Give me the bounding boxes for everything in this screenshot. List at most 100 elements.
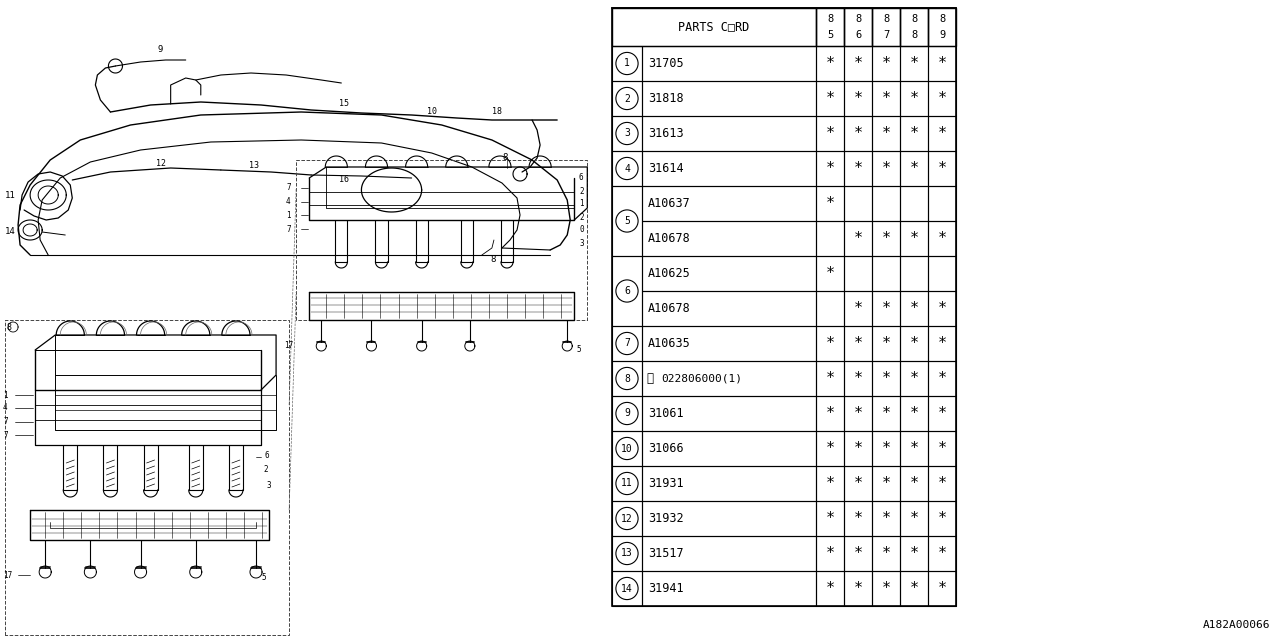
Text: *: * — [937, 546, 947, 561]
Text: 16: 16 — [339, 175, 349, 184]
Bar — [872, 81, 900, 116]
Text: *: * — [882, 231, 891, 246]
Text: 7: 7 — [625, 339, 630, 349]
Text: *: * — [882, 126, 891, 141]
Text: A10678: A10678 — [648, 302, 691, 315]
Text: 5: 5 — [827, 30, 833, 40]
Text: *: * — [854, 581, 863, 596]
Text: 31931: 31931 — [648, 477, 684, 490]
Text: 6: 6 — [264, 451, 269, 460]
Text: 8: 8 — [883, 13, 890, 24]
Text: A182A00066: A182A00066 — [1202, 620, 1270, 630]
Text: 5: 5 — [625, 216, 630, 226]
Bar — [872, 431, 900, 466]
Text: *: * — [882, 371, 891, 386]
Text: 8: 8 — [6, 323, 12, 333]
Text: *: * — [909, 581, 919, 596]
Bar — [817, 361, 844, 396]
Bar — [928, 361, 956, 396]
Bar — [844, 256, 872, 291]
Text: 13: 13 — [621, 548, 632, 559]
Text: *: * — [854, 441, 863, 456]
Text: *: * — [937, 581, 947, 596]
Bar — [928, 501, 956, 536]
Text: *: * — [909, 371, 919, 386]
Bar — [872, 536, 900, 571]
Text: *: * — [909, 231, 919, 246]
Text: *: * — [909, 161, 919, 176]
Bar — [900, 151, 928, 186]
Text: 4: 4 — [625, 163, 630, 173]
Bar — [900, 536, 928, 571]
Bar — [844, 571, 872, 606]
Bar — [844, 326, 872, 361]
Text: *: * — [937, 301, 947, 316]
Bar — [900, 221, 928, 256]
Bar — [817, 221, 844, 256]
Text: *: * — [882, 511, 891, 526]
Bar — [643, 116, 817, 151]
Text: *: * — [937, 406, 947, 421]
Bar — [612, 326, 643, 361]
Text: A10635: A10635 — [648, 337, 691, 350]
Text: *: * — [854, 301, 863, 316]
Text: *: * — [826, 581, 835, 596]
Bar — [928, 256, 956, 291]
Text: *: * — [937, 126, 947, 141]
Bar — [928, 8, 956, 46]
Text: 7: 7 — [287, 184, 291, 193]
Text: 13: 13 — [250, 161, 259, 170]
Bar — [612, 8, 956, 606]
Text: 31705: 31705 — [648, 57, 684, 70]
Text: *: * — [937, 161, 947, 176]
Text: *: * — [937, 441, 947, 456]
Bar — [817, 46, 844, 81]
Text: 9: 9 — [938, 30, 945, 40]
Text: *: * — [826, 336, 835, 351]
Text: 0: 0 — [580, 225, 584, 234]
Bar — [928, 326, 956, 361]
Bar — [817, 571, 844, 606]
Bar — [612, 116, 643, 151]
Text: 2: 2 — [625, 93, 630, 104]
Text: 8: 8 — [911, 30, 918, 40]
Text: *: * — [854, 126, 863, 141]
Bar — [928, 536, 956, 571]
Bar — [612, 8, 817, 46]
Text: 1: 1 — [625, 58, 630, 68]
Text: *: * — [826, 196, 835, 211]
Text: *: * — [826, 91, 835, 106]
Bar — [612, 466, 643, 501]
Text: 18: 18 — [492, 108, 502, 116]
Text: 8: 8 — [490, 255, 495, 264]
Bar — [817, 466, 844, 501]
Text: 8: 8 — [827, 13, 833, 24]
Bar — [872, 46, 900, 81]
Text: *: * — [882, 91, 891, 106]
Text: *: * — [826, 406, 835, 421]
Text: 14: 14 — [5, 227, 15, 237]
Text: *: * — [909, 476, 919, 491]
Text: 3: 3 — [580, 239, 584, 248]
Bar — [844, 396, 872, 431]
Bar — [817, 116, 844, 151]
Text: 7: 7 — [3, 417, 8, 426]
Text: 3: 3 — [625, 129, 630, 138]
Text: *: * — [826, 511, 835, 526]
Bar — [900, 291, 928, 326]
Text: 31818: 31818 — [648, 92, 684, 105]
Bar — [872, 571, 900, 606]
Bar — [612, 396, 643, 431]
Bar — [844, 431, 872, 466]
Bar — [928, 81, 956, 116]
Text: 8: 8 — [938, 13, 945, 24]
Text: A10637: A10637 — [648, 197, 691, 210]
Text: 2: 2 — [580, 186, 584, 195]
Text: *: * — [909, 511, 919, 526]
Text: 17: 17 — [284, 340, 293, 349]
Bar — [928, 291, 956, 326]
Text: 5: 5 — [576, 346, 581, 355]
Bar — [844, 501, 872, 536]
Text: *: * — [854, 231, 863, 246]
Bar — [643, 46, 817, 81]
